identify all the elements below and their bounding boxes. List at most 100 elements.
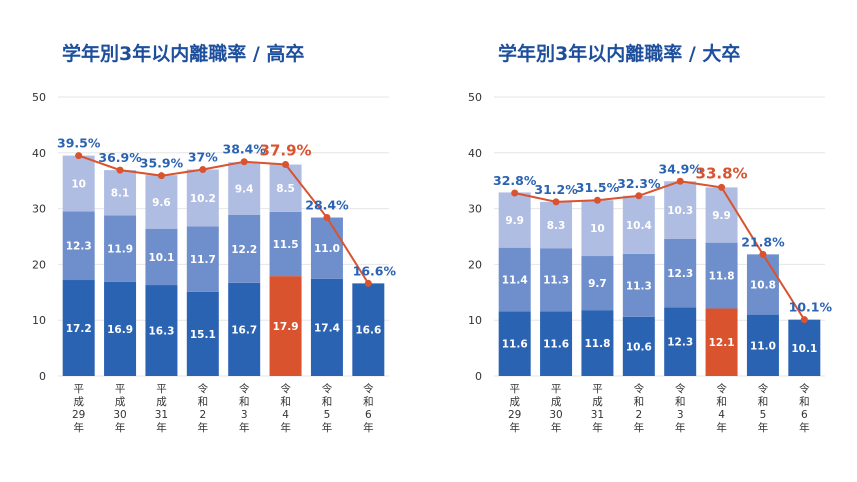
bar-value-label: 16.3	[148, 326, 174, 338]
bar-value-label: 9.9	[712, 210, 731, 222]
total-label: 35.9%	[140, 156, 184, 171]
x-tick-label: 令	[239, 382, 250, 395]
total-label: 33.8%	[696, 164, 748, 182]
bar-segment	[228, 282, 261, 376]
total-point	[323, 214, 331, 222]
bar-segment	[352, 283, 385, 376]
total-line	[514, 180, 806, 321]
x-tick-label: 令	[716, 382, 727, 395]
x-tick-label: 和	[322, 396, 333, 408]
total-label: 10.1%	[789, 300, 833, 315]
bar-value-label: 10.4	[626, 220, 652, 232]
x-tick-label: 3	[241, 409, 248, 421]
x-tick-label: 31	[155, 409, 168, 421]
total-point	[635, 192, 643, 200]
x-tick-label: 令	[198, 382, 209, 395]
chart-title: 学年別3年以内離職率 / 大卒	[498, 42, 740, 65]
bar-segment	[540, 311, 573, 376]
x-tick-label: 29	[508, 409, 521, 421]
bar-value-label: 9.9	[505, 215, 524, 227]
bar-segment	[269, 164, 302, 212]
y-tick-label: 0	[39, 370, 46, 383]
total-point	[75, 152, 83, 160]
x-tick-label: 年	[198, 421, 209, 434]
bar-value-label: 10.1	[791, 343, 817, 355]
x-tick-label: 成	[592, 396, 603, 408]
x-tick-label: 年	[322, 421, 333, 434]
bar-segment	[581, 200, 614, 257]
bar-value-label: 10.6	[626, 341, 652, 353]
bar-segment	[145, 175, 178, 229]
bar-segment	[746, 254, 779, 315]
bar-value-label: 16.6	[355, 325, 381, 337]
bar-segment	[145, 285, 178, 376]
x-tick-label: 平	[156, 383, 167, 395]
x-tick-label: 年	[592, 421, 603, 434]
x-tick-label: 和	[363, 396, 374, 408]
total-point	[552, 198, 560, 206]
bar-value-label: 16.7	[231, 324, 257, 336]
x-tick-label: 令	[363, 382, 374, 395]
x-tick-label: 年	[239, 421, 250, 434]
bar-value-label: 9.6	[152, 197, 171, 209]
bar-segment	[310, 217, 343, 279]
x-tick-label: 年	[634, 421, 645, 434]
bar-value-label: 8.5	[276, 183, 295, 195]
x-tick-label: 令	[799, 382, 810, 395]
x-tick-label: 令	[280, 382, 291, 395]
bar-segment	[581, 310, 614, 376]
bar-value-label: 10	[71, 178, 86, 190]
bar-segment	[228, 162, 261, 215]
bar-value-label: 11.8	[584, 338, 610, 350]
bar-value-label: 10.8	[750, 279, 776, 291]
x-tick-label: 29	[72, 409, 85, 421]
bar-segment	[664, 181, 697, 239]
bar-value-label: 11.9	[107, 243, 133, 255]
total-label: 32.8%	[493, 173, 537, 188]
x-tick-label: 年	[156, 421, 167, 434]
bar-value-label: 11.4	[502, 274, 528, 286]
bar-segment	[705, 242, 738, 309]
x-tick-label: 和	[198, 396, 209, 408]
x-tick-label: 成	[115, 396, 126, 408]
x-tick-label: 5	[760, 409, 767, 421]
bar-segment	[104, 281, 137, 376]
x-tick-label: 成	[73, 396, 84, 408]
chart-university: 学年別3年以内離職率 / 大卒 0 10 20 30 40 50 11.6 11.4 9.9 11.…	[468, 42, 832, 434]
total-point	[282, 161, 290, 169]
y-tick-label: 0	[475, 370, 482, 383]
x-tick-label: 令	[634, 382, 645, 395]
bar-segment	[228, 214, 261, 283]
bar-value-label: 10	[590, 223, 605, 235]
total-label: 31.5%	[576, 180, 620, 195]
bar-value-label: 11.6	[543, 339, 569, 351]
bar-segment	[705, 187, 738, 243]
bar-value-label: 9.7	[588, 278, 607, 290]
x-tick-label: 年	[73, 421, 84, 434]
x-tick-label: 和	[716, 396, 727, 408]
x-tick-label: 年	[716, 421, 727, 434]
total-point	[116, 166, 124, 174]
bar-value-label: 11.0	[750, 340, 776, 352]
x-tick-label: 平	[509, 383, 520, 395]
x-tick-label: 6	[801, 409, 808, 421]
total-point	[199, 166, 207, 174]
x-tick-label: 令	[758, 382, 769, 395]
total-label: 34.9%	[659, 161, 703, 176]
x-tick-label: 2	[635, 409, 642, 421]
bar-segment	[581, 256, 614, 311]
x-tick-label: 3	[677, 409, 684, 421]
bar-segment	[104, 215, 137, 282]
total-label: 36.9%	[98, 150, 142, 165]
bar-value-label: 12.1	[709, 337, 735, 349]
x-tick-label: 和	[239, 396, 250, 408]
bar-value-label: 17.9	[273, 321, 299, 333]
x-tick-label: 年	[799, 421, 810, 434]
x-tick-label: 令	[675, 382, 686, 395]
x-tick-label: 年	[363, 421, 374, 434]
x-tick-label: 5	[324, 409, 331, 421]
bar-value-label: 11.0	[314, 243, 340, 255]
bar-segment	[622, 316, 655, 376]
x-tick-label: 和	[799, 396, 810, 408]
bar-value-label: 8.3	[547, 220, 566, 232]
